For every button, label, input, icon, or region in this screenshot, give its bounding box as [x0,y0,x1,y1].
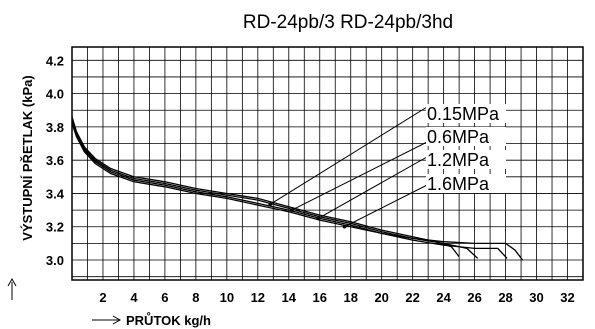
x-tick-label: 26 [467,290,481,305]
chart-title: RD-24pb/3 RD-24pb/3hd [243,12,453,33]
x-tick-label: 24 [436,290,451,305]
series-line-1-6mpa [71,123,524,261]
x-tick-label: 6 [161,290,168,305]
plot-frame [71,46,584,281]
x-tick-label: 30 [529,290,543,305]
series-label-bg [426,150,506,169]
series-label-bg [426,174,506,193]
x-axis-arrow [92,315,122,325]
y-tick-label: 3.2 [46,220,64,235]
series-label: 0.15MPa [427,104,500,124]
x-tick-label: 10 [220,290,234,305]
x-tick-label: 18 [343,290,357,305]
series-label: 1.2MPa [427,150,490,170]
series-line-0-15mpa [71,116,460,258]
x-tick-label: 12 [251,290,265,305]
y-axis-label: VÝSTUPNÍ PŘETLAK (kPa) [20,75,35,240]
x-tick-label: 2 [99,290,106,305]
y-tick-label: 4.0 [46,87,64,102]
y-tick-label: 3.8 [46,120,64,135]
x-tick-label: 16 [313,290,327,305]
x-tick-label: 28 [498,290,512,305]
x-tick-label: 32 [560,290,574,305]
series-label-bg [426,104,506,123]
grid [72,47,583,280]
series-label: 0.6MPa [427,127,490,147]
x-tick-label: 20 [374,290,388,305]
series-label-bg [426,127,506,146]
x-tick-label: 14 [282,290,297,305]
x-tick-label: 4 [130,290,138,305]
x-tick-label: 8 [192,290,199,305]
series-line-1-2mpa [71,120,508,259]
series-label: 1.6MPa [427,174,490,194]
y-axis-arrow [7,277,17,300]
series-labels: 0.15MPa 0.6MPa 1.2MPa 1.6MPa [426,104,506,194]
series-curves [71,116,524,261]
y-tick-label: 4.2 [46,53,64,68]
leader-line [291,129,452,211]
y-tick-label: 3.6 [46,153,64,168]
leader-line [317,152,435,219]
leader-line [269,106,428,205]
y-tick-label: 3.0 [46,253,64,268]
x-tick-label: 22 [405,290,419,305]
tick-labels: 2 4 6 8 10 12 14 16 18 20 22 24 26 28 30 323.03.23.43.6… [46,53,575,305]
y-tick-label: 3.4 [46,186,65,201]
x-axis-label: PRŮTOK kg/h [126,312,211,328]
